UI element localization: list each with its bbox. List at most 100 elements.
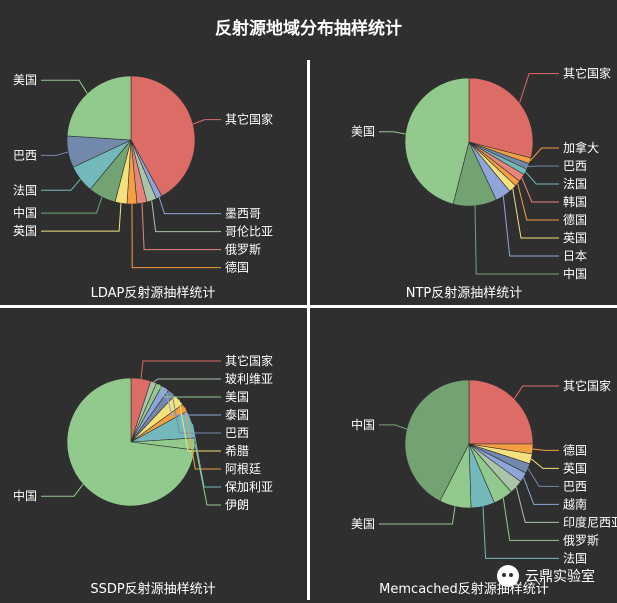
ssdp-chart-panel: 其它国家玻利维亚美国泰国巴西希腊阿根廷保加利亚伊朗 中国 SSDP反射源抽样统计 — [0, 309, 306, 603]
leader-line-7 — [41, 178, 81, 191]
slice-label-7: 法国 — [563, 551, 587, 565]
slice-label-0: 其它国家 — [225, 112, 273, 127]
leader-line-3 — [525, 171, 559, 185]
leader-line-4 — [131, 203, 221, 269]
leader-line-5 — [517, 183, 559, 221]
slice-label-2: 巴西 — [563, 159, 587, 173]
slice-label-0: 其它国家 — [563, 66, 611, 81]
leader-line-6 — [512, 188, 559, 239]
leader-line-0 — [192, 119, 221, 125]
horizontal-divider — [0, 305, 617, 308]
leader-line-8 — [379, 506, 456, 525]
pie-slice-9 — [66, 75, 132, 141]
leader-line-1 — [153, 378, 221, 383]
slice-label-4: 巴西 — [225, 426, 249, 440]
leader-line-4 — [521, 177, 559, 203]
slice-label-7: 法国 — [13, 183, 37, 197]
leader-line-7 — [192, 424, 221, 488]
watermark: 云鼎实验室 — [497, 565, 595, 587]
leader-line-2 — [151, 200, 221, 233]
leader-line-5 — [178, 399, 221, 452]
slice-label-8: 中国 — [563, 266, 587, 281]
slice-label-3: 俄罗斯 — [225, 243, 261, 257]
slice-label-5: 德国 — [563, 212, 587, 227]
leader-line-2 — [530, 458, 559, 469]
leader-line-0 — [513, 385, 559, 399]
slice-label-6: 阿根廷 — [225, 462, 261, 476]
leader-line-7 — [502, 195, 559, 257]
slice-label-2: 英国 — [563, 461, 587, 475]
watermark-text: 云鼎实验室 — [525, 569, 595, 585]
pie-slice-0 — [130, 75, 196, 197]
leader-line-3 — [164, 387, 221, 416]
wechat-logo-icon — [497, 565, 519, 587]
slice-label-1: 玻利维亚 — [225, 372, 273, 386]
slice-label-6: 中国 — [13, 205, 37, 220]
slice-label-0: 其它国家 — [225, 353, 273, 368]
slice-label-1: 德国 — [563, 442, 587, 457]
leader-line-5 — [41, 203, 122, 232]
slice-label-4: 德国 — [225, 260, 249, 275]
slice-label-9: 中国 — [13, 488, 37, 503]
pie-slice-0 — [468, 379, 534, 445]
slice-label-6: 俄罗斯 — [563, 533, 599, 547]
leader-line-7 — [482, 506, 559, 559]
slice-label-9: 美国 — [351, 125, 375, 139]
slice-label-8: 美国 — [351, 517, 375, 531]
slice-label-3: 巴西 — [563, 479, 587, 493]
pie-slice-9 — [66, 377, 195, 507]
slice-label-6: 英国 — [563, 231, 587, 245]
leader-line-6 — [502, 497, 559, 541]
leader-line-3 — [141, 202, 221, 251]
ldap-chart-title: LDAP反射源抽样统计 — [90, 286, 216, 301]
leader-line-4 — [523, 477, 559, 505]
leader-line-2 — [528, 165, 559, 167]
slice-label-1: 加拿大 — [563, 140, 599, 155]
ldap-chart-panel: 其它国家墨西哥哥伦比亚俄罗斯德国 美国巴西法国中国英国 LDAP反射源抽样统计 — [0, 60, 306, 304]
slice-label-5: 希腊 — [225, 443, 249, 458]
leader-line-4 — [171, 392, 221, 434]
leader-line-1 — [158, 197, 221, 215]
slice-label-2: 美国 — [225, 390, 249, 404]
leader-line-9 — [379, 131, 406, 135]
leader-line-1 — [529, 147, 559, 162]
leader-line-1 — [532, 448, 559, 451]
leader-line-8 — [194, 443, 221, 506]
slice-label-4: 越南 — [563, 496, 587, 511]
main-title: 反射源地域分布抽样统计 — [215, 19, 402, 39]
slice-label-7: 日本 — [563, 249, 587, 263]
slice-label-3: 泰国 — [225, 408, 249, 422]
ssdp-chart-title: SSDP反射源抽样统计 — [90, 582, 216, 597]
slice-label-5: 印度尼西亚 — [563, 514, 617, 529]
slice-label-3: 法国 — [563, 177, 587, 191]
slice-label-7: 保加利亚 — [225, 480, 273, 494]
memcached-chart-panel: 其它国家德国英国巴西越南印度尼西亚俄罗斯法国中国美国 Memcached反射源抽… — [311, 309, 617, 603]
leader-line-5 — [515, 486, 559, 523]
slice-label-2: 哥伦比亚 — [225, 224, 273, 239]
slice-label-5: 英国 — [13, 224, 37, 238]
leader-line-6 — [41, 196, 103, 214]
slice-label-8: 伊朗 — [225, 498, 249, 512]
leader-line-9 — [41, 79, 88, 94]
ntp-chart-panel: 其它国家加拿大巴西法国韩国德国英国日本中国 美国 NTP反射源抽样统计 — [311, 60, 617, 304]
leader-line-9 — [41, 483, 84, 497]
leader-line-0 — [140, 360, 221, 379]
slice-label-9: 中国 — [351, 417, 375, 432]
vertical-divider — [307, 60, 310, 600]
slice-label-8: 巴西 — [13, 148, 37, 162]
leader-line-8 — [41, 151, 69, 156]
slice-label-4: 韩国 — [563, 194, 587, 209]
leader-line-2 — [158, 384, 221, 398]
leader-line-0 — [519, 73, 559, 103]
slice-label-1: 墨西哥 — [225, 207, 261, 221]
leader-line-6 — [184, 407, 221, 470]
ntp-chart-title: NTP反射源抽样统计 — [405, 286, 523, 301]
leader-line-8 — [474, 205, 559, 275]
leader-line-9 — [379, 424, 407, 430]
slice-label-0: 其它国家 — [563, 378, 611, 393]
slice-label-9: 美国 — [13, 73, 37, 87]
